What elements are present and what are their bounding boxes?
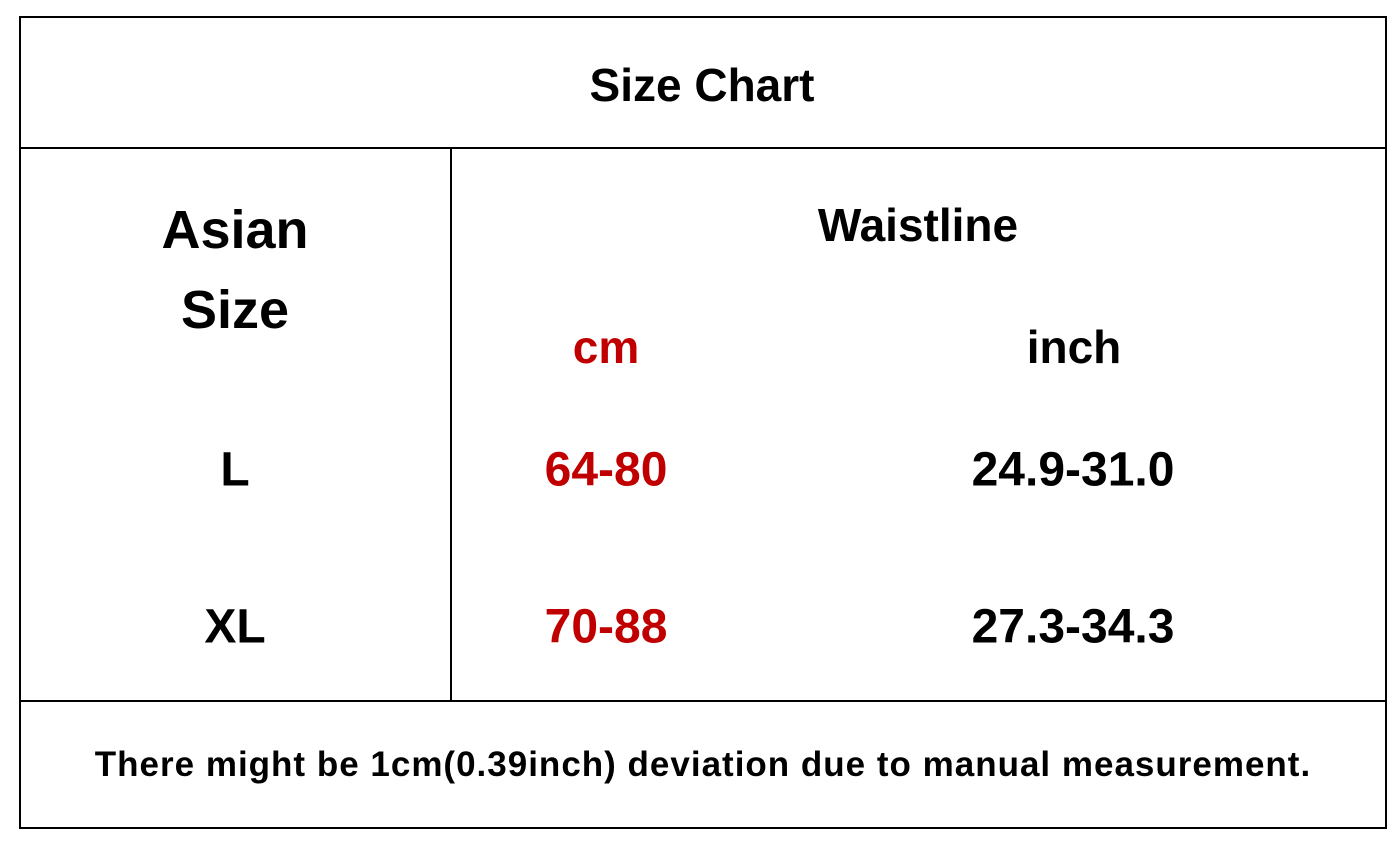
inch-cell: 24.9-31.0: [971, 443, 1175, 497]
size-header: Asian Size: [161, 200, 309, 340]
size-cell: L: [220, 443, 250, 497]
unit-header: inch: [1026, 321, 1122, 373]
row-divider: [19, 700, 1385, 702]
title: Size Chart: [589, 59, 815, 111]
row-divider: [19, 147, 1385, 149]
size-cell: XL: [204, 600, 266, 654]
group-header: Waistline: [817, 199, 1019, 251]
cm-cell: 70-88: [544, 600, 668, 654]
column-divider: [450, 148, 452, 701]
table-border: [19, 16, 1387, 829]
note: There might be 1cm(0.39inch) deviation d…: [94, 745, 1312, 784]
cm-cell: 64-80: [544, 443, 668, 497]
unit-header: cm: [572, 321, 640, 373]
inch-cell: 27.3-34.3: [971, 600, 1175, 654]
